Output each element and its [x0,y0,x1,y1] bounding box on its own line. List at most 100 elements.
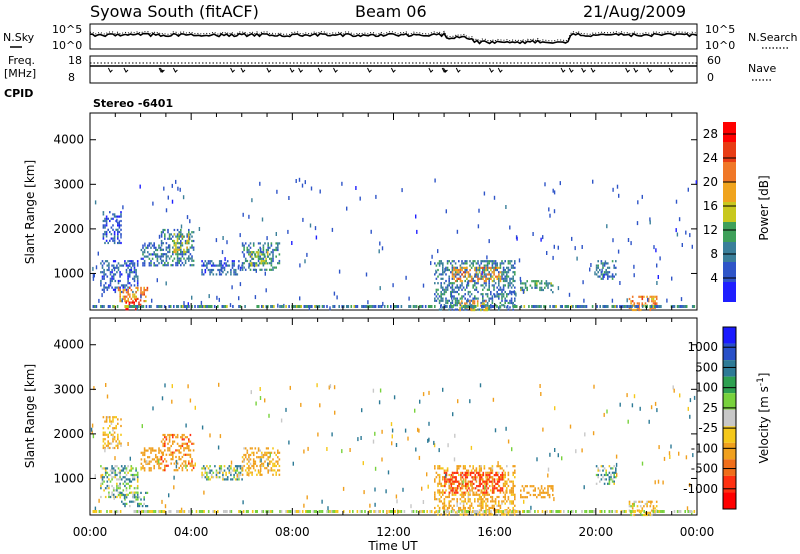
data-cell [494,304,497,307]
data-cell [231,469,234,472]
data-point [152,201,154,206]
data-point [633,264,635,269]
data-cell [514,504,516,507]
data-cell [493,260,495,263]
data-cell [496,286,498,289]
data-cell [502,491,505,494]
data-cell [466,489,469,492]
data-cell [188,453,190,456]
ground-cell [135,305,137,308]
data-cell [469,465,471,468]
ground-cell [353,305,356,308]
ground-cell [529,510,532,513]
data-cell [159,255,162,258]
data-cell [456,469,458,472]
ground-cell [602,305,604,308]
data-cell [643,513,645,517]
data-cell [191,264,193,267]
data-cell [102,433,105,436]
ground-cell [446,510,448,513]
data-cell [244,259,247,263]
data-cell [181,255,184,258]
data-cell [480,284,482,287]
data-cell [151,458,154,461]
data-cell [595,473,598,477]
data-cell [459,304,462,307]
data-cell [461,513,463,516]
data-point [549,452,551,457]
data-cell [124,465,126,468]
data-cell [595,465,598,468]
data-cell [476,302,479,305]
data-cell [127,465,129,468]
data-cell [471,489,473,492]
data-cell [147,255,149,258]
data-cell [482,297,484,300]
data-cell [142,253,144,256]
data-cell [507,262,510,265]
data-cell [209,465,211,468]
data-cell [524,286,527,289]
data-point [163,186,165,191]
data-cell [225,473,227,477]
data-cell [261,473,263,476]
ground-cell [456,510,459,513]
data-cell [105,222,108,225]
ground-cell [244,305,246,308]
data-cell [499,271,502,274]
ground-cell [634,305,636,308]
data-cell [206,264,208,267]
nave-dip [298,67,303,73]
data-cell [468,300,471,303]
data-cell [117,438,119,441]
data-cell [466,277,468,280]
data-cell [456,273,458,276]
data-cell [176,469,179,472]
data-cell [453,493,455,496]
data-cell [119,275,121,278]
ground-cell [188,305,190,308]
data-cell [473,309,476,312]
data-cell [461,487,464,490]
nave-dip [568,67,574,73]
data-cell [248,244,250,247]
data-cell [651,295,653,298]
data-cell [480,467,482,470]
data-cell [176,257,179,260]
data-cell [466,299,468,302]
data-cell [146,505,149,508]
data-cell [272,268,274,271]
data-cell [490,290,492,294]
data-cell [101,288,104,291]
data-cell [552,291,554,294]
data-cell [101,266,104,269]
ground-cell [116,510,119,513]
data-cell [272,248,274,252]
data-point [101,293,103,298]
data-cell [168,436,171,439]
data-cell [270,264,273,267]
data-cell [502,304,505,307]
data-cell [469,500,471,503]
ground-cell [550,510,553,513]
data-cell [483,268,486,272]
data-cell [496,465,498,468]
data-point [672,385,674,390]
data-cell [136,487,139,490]
ground-cell [570,305,573,308]
data-cell [130,271,133,274]
data-cell [472,506,474,510]
data-cell [143,469,146,472]
data-cell [241,465,243,468]
data-cell [496,264,498,267]
data-cell [273,462,276,465]
data-cell [102,416,105,419]
data-cell [451,266,454,269]
data-cell [501,474,504,477]
data-cell [112,476,115,479]
data-cell [605,471,607,474]
data-cell [178,444,180,448]
data-cell [482,295,484,298]
data-cell [501,271,503,274]
data-cell [512,484,514,488]
